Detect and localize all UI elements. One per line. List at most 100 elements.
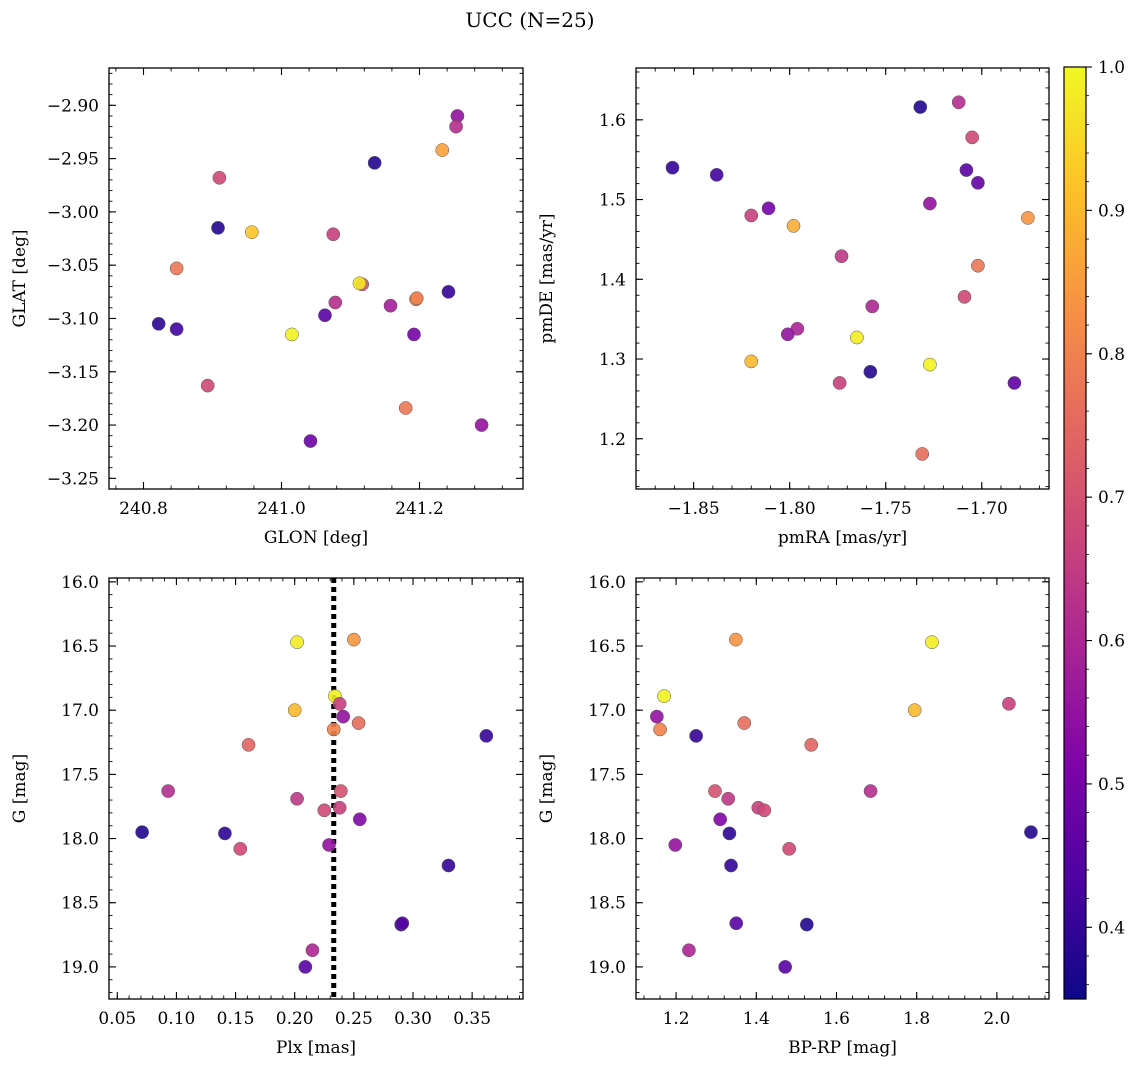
colorbar-tick-label: 0.9 [1098,201,1125,221]
data-point [241,738,256,752]
x-tick-label: 0.25 [335,1009,373,1029]
data-point [332,696,347,711]
data-point [650,709,664,724]
y-tick-label: 18.0 [61,830,99,850]
data-point [907,703,922,718]
data-point [728,632,743,647]
y-tick-label: 16.0 [588,573,626,593]
data-point [298,960,313,974]
panels: 240.8 241.0 241.2 −2.90 −2.95 −3.00 −3.05 −3.10… [10,67,1050,1058]
y-tick-label: −3.05 [47,256,99,276]
data-point [971,175,985,190]
data-point [449,119,463,134]
y-tick-label: −3.20 [47,416,99,436]
data-point [395,916,410,931]
data-point [151,316,166,331]
x-tick-label: 0.20 [276,1009,314,1029]
colorbar: 0.4 0.5 0.6 0.7 0.8 0.9 1.0 [1063,58,1125,1000]
y-tick-label: −3.00 [47,203,99,223]
data-point [689,729,703,743]
data-point [724,858,738,873]
data-point [332,800,347,815]
y-tick-label: 16.0 [61,573,99,593]
data-point [200,378,215,393]
data-point [722,826,737,841]
y-tick-label: 18.5 [588,894,626,914]
colorbar-tick-label: 1.0 [1098,58,1125,78]
data-point [1007,376,1022,390]
colorbar-tick-label: 0.6 [1098,632,1125,652]
x-tick-label: −1.85 [668,499,720,519]
data-point [778,960,793,974]
y-tick-label: 17.0 [588,701,626,721]
figure-title: UCC (N=25) [465,8,594,32]
data-point [729,916,744,931]
data-point [479,729,494,743]
y-axis-label: G [mag] [10,754,30,823]
data-point [915,447,930,461]
data-point [744,208,759,223]
data-point [665,160,680,175]
x-tick-label: 1.2 [663,1009,690,1029]
x-tick-label: 241.0 [257,499,306,519]
data-point [804,738,819,752]
data-point [169,261,184,276]
data-point [333,784,348,798]
panel-2: −1.85 −1.80 −1.75 −1.70 1.2 1.3 1.4 1.5 1.6 pmRA … [537,67,1050,548]
y-tick-label: −2.90 [47,96,99,116]
data-point [318,308,332,323]
x-tick-label: 0.10 [157,1009,195,1029]
y-tick-label: 16.5 [588,637,626,657]
data-point [721,791,736,806]
data-point [744,354,759,369]
panel-1: 240.8 241.0 241.2 −2.90 −2.95 −3.00 −3.05 −3.10… [10,67,524,548]
axes-frame [635,67,1050,490]
data-point [709,167,724,182]
data-point [135,825,149,839]
y-tick-label: 1.6 [599,111,626,131]
colorbar-gradient [1063,66,1087,1000]
data-point [799,917,814,932]
data-point [1024,825,1038,839]
data-point [780,327,795,342]
x-tick-label: 0.05 [98,1009,136,1029]
panel-4: 1.2 1.4 1.6 1.8 2.0 16.0 16.5 17.0 17.5 18.0 18.5 1… [537,573,1050,1058]
data-point [653,722,667,737]
x-tick-label: 241.2 [395,499,444,519]
data-point [326,227,341,242]
axes-frame [635,577,1050,1000]
data-point [285,327,299,342]
y-tick-label: 1.2 [599,430,626,450]
data-point [317,803,332,818]
data-point [435,143,450,157]
data-point [244,225,259,239]
data-point [761,201,776,216]
y-tick-label: 19.0 [61,958,99,978]
y-tick-label: 18.5 [61,894,99,914]
data-point [161,784,175,798]
y-axis-label: G [mag] [537,754,557,823]
data-point [441,858,456,873]
y-tick-label: 1.3 [599,350,626,370]
data-point [218,826,232,841]
data-point [287,703,302,718]
data-point [657,689,671,703]
data-point [682,943,696,958]
data-point [782,841,797,856]
x-tick-label: 0.35 [453,1009,491,1029]
x-axis-label: Plx [mas] [276,1038,356,1058]
data-point [850,330,864,345]
data-point [834,249,849,264]
x-tick-label: −1.75 [860,499,912,519]
axes-frame [108,577,524,1000]
y-tick-label: 17.5 [588,765,626,785]
data-point [832,376,847,390]
x-tick-label: 2.0 [983,1009,1010,1029]
x-tick-label: −1.80 [764,499,816,519]
y-tick-label: −2.95 [47,150,99,170]
x-tick-label: 0.15 [217,1009,255,1029]
data-point [713,812,728,827]
data-point [347,632,361,647]
data-point [971,258,985,273]
data-point [923,357,937,372]
